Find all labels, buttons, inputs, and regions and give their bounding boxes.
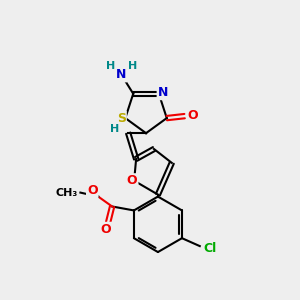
Text: S: S (117, 112, 126, 124)
Text: O: O (187, 109, 198, 122)
Text: H: H (106, 61, 115, 71)
Text: H: H (128, 61, 137, 71)
Text: H: H (110, 124, 119, 134)
Text: O: O (87, 184, 98, 197)
Text: N: N (116, 68, 127, 81)
Text: CH₃: CH₃ (56, 188, 78, 198)
Text: O: O (127, 174, 137, 187)
Text: N: N (158, 86, 168, 99)
Text: O: O (101, 223, 112, 236)
Text: Cl: Cl (203, 242, 216, 255)
